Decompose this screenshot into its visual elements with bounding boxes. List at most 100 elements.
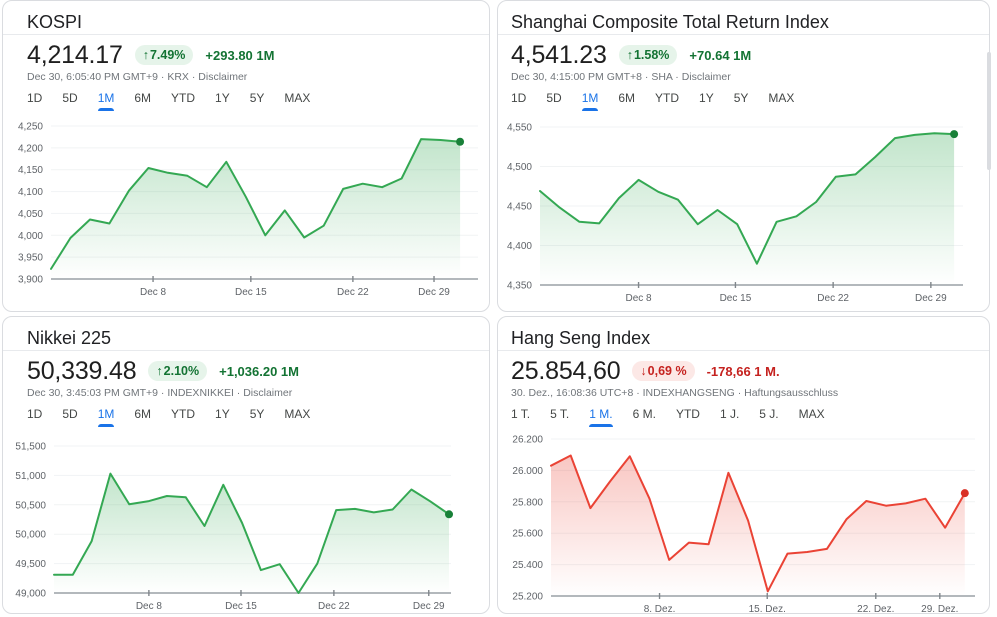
range-tab-6m[interactable]: 6M: [134, 407, 152, 421]
range-tab-5d[interactable]: 5D: [62, 91, 78, 105]
title-divider: [498, 34, 989, 35]
range-tab-6m[interactable]: 6M: [134, 91, 152, 105]
svg-text:51,500: 51,500: [15, 442, 46, 453]
svg-text:3,900: 3,900: [18, 275, 43, 286]
svg-text:22. Dez.: 22. Dez.: [857, 604, 894, 614]
range-tab-1t[interactable]: 1 T.: [511, 407, 531, 421]
svg-text:51,000: 51,000: [15, 471, 46, 482]
range-tab-5t[interactable]: 5 T.: [550, 407, 570, 421]
percent-change-badge: ↓ 0,69 %: [632, 361, 695, 381]
svg-text:4,350: 4,350: [507, 281, 532, 292]
svg-text:29. Dez.: 29. Dez.: [921, 604, 958, 614]
range-tab-1y[interactable]: 1Y: [215, 407, 230, 421]
range-tab-1m[interactable]: 1M: [581, 90, 598, 111]
quote-timestamp: Dec 30, 3:45:03 PM GMT+9 · INDEXNIKKEI ·: [27, 387, 244, 399]
index-title: Nikkei 225: [27, 328, 112, 348]
down-arrow-icon: ↓: [640, 364, 647, 378]
svg-text:Dec 15: Dec 15: [235, 287, 267, 298]
index-price: 25.854,60: [511, 356, 621, 385]
quote-meta: 30. Dez., 16:08:36 UTC+8 · INDEXHANGSENG…: [498, 387, 989, 400]
price-chart[interactable]: 3,900 3,950 4,000 4,050 4,100 4,150 4,200 4,250…: [3, 112, 489, 302]
index-title: Shanghai Composite Total Return Index: [511, 12, 829, 32]
range-tab-max[interactable]: MAX: [798, 407, 825, 421]
range-tab-1d[interactable]: 1D: [27, 91, 43, 105]
range-tab-max[interactable]: MAX: [768, 91, 795, 105]
range-tab-6m[interactable]: 6 M.: [632, 407, 656, 421]
svg-text:Dec 8: Dec 8: [625, 293, 652, 302]
disclaimer-link[interactable]: Disclaimer: [681, 71, 731, 83]
svg-text:4,050: 4,050: [18, 209, 43, 220]
svg-text:3,950: 3,950: [18, 253, 43, 264]
index-price: 50,339.48: [27, 356, 137, 385]
quote-meta: Dec 30, 3:45:03 PM GMT+9 · INDEXNIKKEI ·…: [3, 387, 489, 400]
range-tab-5d[interactable]: 5D: [546, 91, 562, 105]
range-tab-5y[interactable]: 5Y: [733, 91, 749, 105]
svg-text:49,500: 49,500: [15, 559, 46, 570]
svg-text:4,250: 4,250: [18, 122, 43, 133]
range-tab-5j[interactable]: 5 J.: [759, 407, 779, 421]
svg-text:Dec 8: Dec 8: [140, 287, 167, 298]
percent-change-value: 7.49%: [149, 48, 186, 62]
range-tab-5y[interactable]: 5Y: [249, 407, 265, 421]
range-tab-1m[interactable]: 1M: [97, 406, 114, 427]
absolute-change: +1,036.20 1M: [219, 363, 299, 379]
range-tab-1j[interactable]: 1 J.: [719, 407, 740, 421]
svg-text:Dec 22: Dec 22: [817, 293, 849, 302]
range-tab-6m[interactable]: 6M: [618, 91, 636, 105]
disclaimer-link[interactable]: Disclaimer: [243, 387, 293, 399]
range-tab-ytd[interactable]: YTD: [171, 407, 196, 421]
range-tab-1d[interactable]: 1D: [511, 91, 527, 105]
price-chart[interactable]: 49,000 49,500 50,000 50,500 51,000 51,500 Dec …: [3, 428, 489, 614]
range-tab-max[interactable]: MAX: [284, 407, 311, 421]
svg-text:Dec 22: Dec 22: [318, 601, 350, 612]
disclaimer-link[interactable]: Disclaimer: [198, 71, 248, 83]
index-price: 4,214.17: [27, 40, 123, 69]
svg-text:Dec 29: Dec 29: [915, 293, 947, 302]
range-tab-max[interactable]: MAX: [284, 91, 311, 105]
range-tab-1m[interactable]: 1M: [97, 90, 114, 111]
percent-change-badge: ↑ 1.58%: [618, 45, 678, 65]
svg-text:25.400: 25.400: [512, 560, 543, 571]
price-chart[interactable]: 25.200 25.400 25.600 25.800 26.000 26.200 8. D…: [498, 428, 989, 614]
range-tab-ytd[interactable]: YTD: [675, 407, 700, 421]
title-divider: [498, 350, 989, 351]
svg-text:4,500: 4,500: [507, 162, 532, 173]
svg-text:Dec 15: Dec 15: [225, 601, 257, 612]
range-tab-5d[interactable]: 5D: [62, 407, 78, 421]
absolute-change: +70.64 1M: [689, 47, 752, 63]
index-title: KOSPI: [27, 12, 83, 32]
quote-timestamp: 30. Dez., 16:08:36 UTC+8 · INDEXHANGSENG…: [511, 387, 745, 399]
range-tabs: 1D 5D 1M 6M YTD 1Y 5Y MAX: [3, 90, 489, 112]
range-tab-1y[interactable]: 1Y: [215, 91, 230, 105]
range-tab-ytd[interactable]: YTD: [655, 91, 680, 105]
range-tab-ytd[interactable]: YTD: [171, 91, 196, 105]
title-divider: [3, 34, 489, 35]
svg-text:4,150: 4,150: [18, 165, 43, 176]
scrollbar-thumb[interactable]: [987, 52, 991, 170]
percent-change-value: 1.58%: [633, 48, 670, 62]
market-card-kospi: KOSPI 4,214.17 ↑ 7.49% +293.80 1M Dec 30,…: [2, 0, 490, 312]
svg-text:25.600: 25.600: [512, 529, 543, 540]
up-arrow-icon: ↑: [142, 48, 149, 62]
svg-text:50,500: 50,500: [15, 500, 46, 511]
market-card-shanghai-composite: Shanghai Composite Total Return Index 4,…: [497, 0, 990, 312]
svg-text:49,000: 49,000: [15, 589, 46, 600]
svg-text:8. Dez.: 8. Dez.: [644, 604, 676, 614]
range-tab-5y[interactable]: 5Y: [249, 91, 265, 105]
range-tab-1d[interactable]: 1D: [27, 407, 43, 421]
range-tab-1y[interactable]: 1Y: [699, 91, 714, 105]
range-tab-1m[interactable]: 1 M.: [589, 406, 613, 427]
svg-text:26.200: 26.200: [512, 435, 543, 446]
svg-text:Dec 8: Dec 8: [136, 601, 163, 612]
price-chart[interactable]: 4,350 4,400 4,450 4,500 4,550 Dec 8 Dec 15 Dec …: [498, 112, 989, 302]
range-tabs: 1D 5D 1M 6M YTD 1Y 5Y MAX: [498, 90, 989, 112]
svg-text:4,000: 4,000: [18, 231, 43, 242]
range-tabs: 1D 5D 1M 6M YTD 1Y 5Y MAX: [3, 406, 489, 428]
svg-text:15. Dez.: 15. Dez.: [749, 604, 786, 614]
up-arrow-icon: ↑: [626, 48, 633, 62]
percent-change-value: 0,69 %: [647, 364, 687, 378]
disclaimer-link[interactable]: Haftungsausschluss: [744, 387, 839, 399]
absolute-change: +293.80 1M: [205, 47, 275, 63]
percent-change-badge: ↑ 7.49%: [134, 45, 194, 65]
